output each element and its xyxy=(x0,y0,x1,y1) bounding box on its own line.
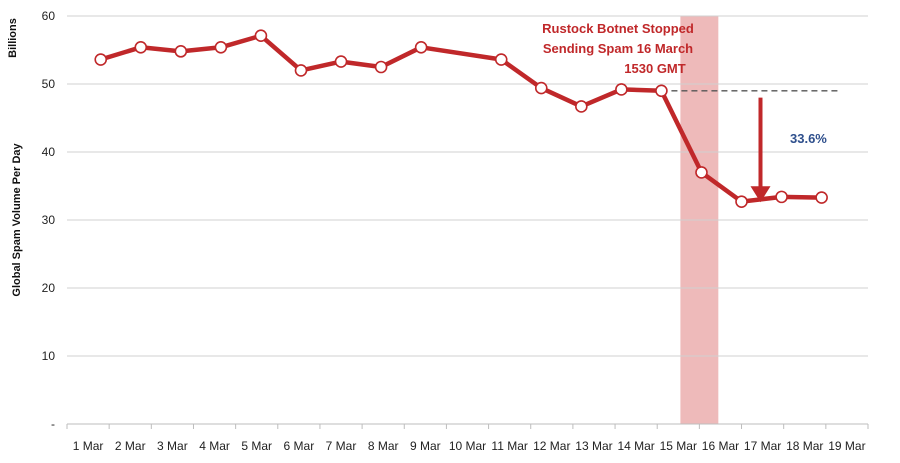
annotation-layer: Rustock Botnet Stopped Sending Spam 16 M… xyxy=(542,21,827,146)
x-tick-label-17: 17 Mar xyxy=(744,439,781,453)
data-point-7 xyxy=(334,55,348,68)
annotation-line-1: Rustock Botnet Stopped xyxy=(542,21,694,36)
data-point-14 xyxy=(655,84,668,98)
x-tick-label-8: 8 Mar xyxy=(368,439,399,453)
data-point-4 xyxy=(214,40,228,54)
units-label: Billions xyxy=(7,18,19,58)
data-point-18 xyxy=(815,191,828,204)
data-point-8 xyxy=(374,60,388,74)
x-tick-label-7: 7 Mar xyxy=(326,439,357,453)
data-point-10 xyxy=(494,53,508,66)
y-tick-label-30: 30 xyxy=(42,213,56,227)
x-tick-label-5: 5 Mar xyxy=(241,439,272,453)
data-point-12 xyxy=(575,100,588,113)
x-tick-label-9: 9 Mar xyxy=(410,439,441,453)
data-point-17 xyxy=(775,190,788,204)
y-tick-labels: - 10 20 30 40 50 60 xyxy=(42,9,56,431)
y-tick-label-0: - xyxy=(51,417,55,431)
x-tick-label-12: 12 Mar xyxy=(533,439,570,453)
data-point-15 xyxy=(695,166,708,179)
drop-arrow-layer xyxy=(750,97,771,203)
series-layer xyxy=(94,29,828,208)
x-tick-labels: 1 Mar 2 Mar 3 Mar 4 Mar 5 Mar 6 Mar 7 Mar 8 Mar… xyxy=(66,424,869,453)
x-tick-label-11: 11 Mar xyxy=(491,439,527,453)
x-tick-label-6: 6 Mar xyxy=(284,439,315,453)
data-point-9 xyxy=(414,40,428,54)
data-point-6 xyxy=(294,64,308,77)
y-tick-label-50: 50 xyxy=(42,77,56,91)
y-axis-label: Global Spam Volume Per Day xyxy=(11,143,23,297)
gridlines xyxy=(67,15,868,357)
x-tick-label-19: 19 Mar xyxy=(828,439,865,453)
y-tick-label-20: 20 xyxy=(42,281,56,295)
drop-arrow-head xyxy=(750,186,771,203)
annotation-line-3: 1530 GMT xyxy=(624,61,685,76)
x-tick-label-15: 15 Mar xyxy=(660,439,697,453)
x-tick-label-10: 10 Mar xyxy=(449,439,486,453)
annotation-line-2: Sending Spam 16 March xyxy=(543,41,693,56)
data-point-16 xyxy=(735,195,748,208)
x-tick-label-13: 13 Mar xyxy=(575,439,612,453)
data-point-3 xyxy=(174,45,188,58)
y-tick-label-40: 40 xyxy=(42,145,56,159)
series-line xyxy=(98,33,824,204)
x-tick-label-3: 3 Mar xyxy=(157,439,188,453)
drop-percent-label: 33.6% xyxy=(790,131,827,146)
data-point-11 xyxy=(534,81,548,95)
data-point-2 xyxy=(134,40,148,54)
x-tick-label-2: 2 Mar xyxy=(115,439,146,453)
x-tick-label-4: 4 Mar xyxy=(199,439,230,453)
x-tick-label-16: 16 Mar xyxy=(702,439,739,453)
data-point-1 xyxy=(94,53,108,66)
x-tick-label-1: 1 Mar xyxy=(73,439,104,453)
data-point-5 xyxy=(254,29,268,43)
y-tick-label-60: 60 xyxy=(42,9,56,23)
y-tick-label-10: 10 xyxy=(42,349,56,363)
x-tick-label-14: 14 Mar xyxy=(617,439,654,453)
x-tick-label-18: 18 Mar xyxy=(786,439,823,453)
data-point-13 xyxy=(615,83,628,96)
